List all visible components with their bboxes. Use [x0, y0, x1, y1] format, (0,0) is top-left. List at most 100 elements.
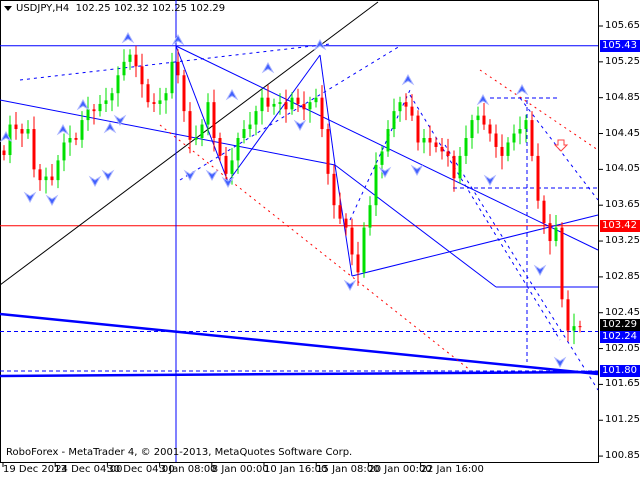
candle-body — [494, 133, 498, 147]
y-tick-label: 100.85 — [605, 450, 640, 462]
candle-body — [104, 100, 108, 104]
candle-body — [302, 103, 306, 110]
candle-body — [116, 75, 120, 94]
zigzag-line — [319, 54, 336, 166]
candle-body — [308, 102, 312, 110]
candle-body — [224, 155, 228, 174]
arrow-down-icon — [88, 175, 102, 188]
candle-body — [122, 61, 126, 76]
candle-body — [350, 227, 354, 255]
arrow-up-icon — [401, 73, 415, 86]
price-label: 105.43 — [600, 39, 640, 52]
candle-body — [128, 54, 132, 62]
candle-body — [278, 102, 282, 104]
candle-body — [326, 129, 330, 174]
candle-body — [356, 254, 360, 273]
arrow-down-icon — [533, 264, 547, 277]
candle-body — [404, 102, 408, 107]
dashed-channel — [409, 94, 561, 341]
y-tick-label: 101.25 — [605, 414, 640, 426]
arrow-down-icon — [553, 356, 567, 369]
candle-body — [560, 227, 564, 300]
candle-body — [428, 138, 432, 143]
copyright-text: RoboForex - MetaTrader 4, © 2001-2013, M… — [6, 447, 353, 458]
candle-body — [512, 133, 516, 143]
candle-body — [476, 115, 480, 121]
candle-body — [542, 200, 546, 224]
candle-body — [86, 109, 90, 121]
candle-body — [410, 106, 414, 116]
candle-body — [218, 138, 222, 156]
x-tick-label: 19 Dec 2013 — [3, 464, 67, 475]
dashed-channel — [179, 45, 401, 181]
dropdown-triangle-icon[interactable] — [4, 5, 12, 11]
y-tick-label: 104.05 — [605, 163, 640, 175]
x-tick-label: 24 Dec 04:00 — [55, 464, 123, 475]
y-tick-label: 103.65 — [605, 199, 640, 211]
candle-body — [398, 102, 402, 112]
candle-body — [446, 151, 450, 156]
candle-body — [284, 102, 288, 110]
candle-body — [314, 97, 318, 103]
candle-body — [572, 326, 576, 331]
arrow-up-icon — [515, 83, 529, 96]
arrow-up-icon — [76, 98, 90, 111]
candle-body — [530, 120, 534, 156]
chart-header: USDJPY,H4 102.25 102.32 102.25 102.29 — [4, 3, 225, 14]
arrow-down-icon — [101, 169, 115, 182]
candle-body — [242, 129, 246, 138]
arrow-up-icon — [261, 61, 275, 74]
thick-trendline — [0, 312, 599, 376]
candle-body — [392, 111, 396, 130]
arrow-down-icon — [45, 194, 59, 207]
dashed-channel — [19, 43, 331, 81]
y-tick-label: 102.45 — [605, 306, 640, 318]
candle-body — [500, 146, 504, 156]
candle-body — [464, 138, 468, 156]
x-tick-label: 8 Jan 00:00 — [211, 464, 269, 475]
candle-body — [50, 176, 54, 181]
candle-body — [152, 102, 156, 104]
zigzag-line — [351, 214, 599, 277]
diagonal-line — [0, 99, 336, 166]
y-tick-label: 104.45 — [605, 127, 640, 139]
candle-body — [170, 61, 174, 94]
candle-body — [368, 205, 372, 228]
thick-base-line — [0, 370, 599, 378]
candle-body — [416, 115, 420, 143]
candle-body — [266, 97, 270, 107]
symbol-label: USDJPY,H4 — [16, 3, 70, 14]
candle-body — [74, 138, 78, 140]
candle-body — [188, 111, 192, 140]
candle-body — [386, 129, 390, 152]
arrow-down-icon — [483, 174, 497, 187]
candle-body — [296, 97, 300, 104]
candle-body — [32, 129, 36, 170]
arrow-down-icon — [183, 169, 197, 182]
arrow-up-icon — [121, 31, 135, 44]
candle-body — [422, 138, 426, 143]
y-tick-label: 103.25 — [605, 235, 640, 247]
candle-body — [206, 102, 210, 125]
plot-frame — [0, 0, 599, 463]
arrow-up-icon — [476, 93, 490, 106]
arrow-up-icon — [56, 123, 70, 136]
arrow-down-icon — [221, 176, 235, 189]
candle-body — [44, 176, 48, 181]
sell-arrow-icon — [553, 139, 569, 152]
candle-body — [458, 155, 462, 179]
y-tick-label: 101.65 — [605, 378, 640, 390]
price-label: 102.24 — [600, 330, 640, 343]
arrow-down-icon — [378, 166, 392, 179]
price-label: 101.80 — [600, 364, 640, 377]
candle-body — [194, 138, 198, 140]
candle-body — [62, 142, 66, 161]
price-label: 102.29 — [600, 318, 640, 331]
x-tick-label: 22 Jan 16:00 — [420, 464, 484, 475]
y-tick-label: 104.85 — [605, 91, 640, 103]
x-tick-label: 3 Jan 08:00 — [159, 464, 217, 475]
candle-body — [344, 218, 348, 228]
ohlc-readout: 102.25 102.32 102.25 102.29 — [75, 3, 226, 14]
candle-body — [14, 124, 18, 130]
arrow-up-icon — [171, 33, 185, 46]
